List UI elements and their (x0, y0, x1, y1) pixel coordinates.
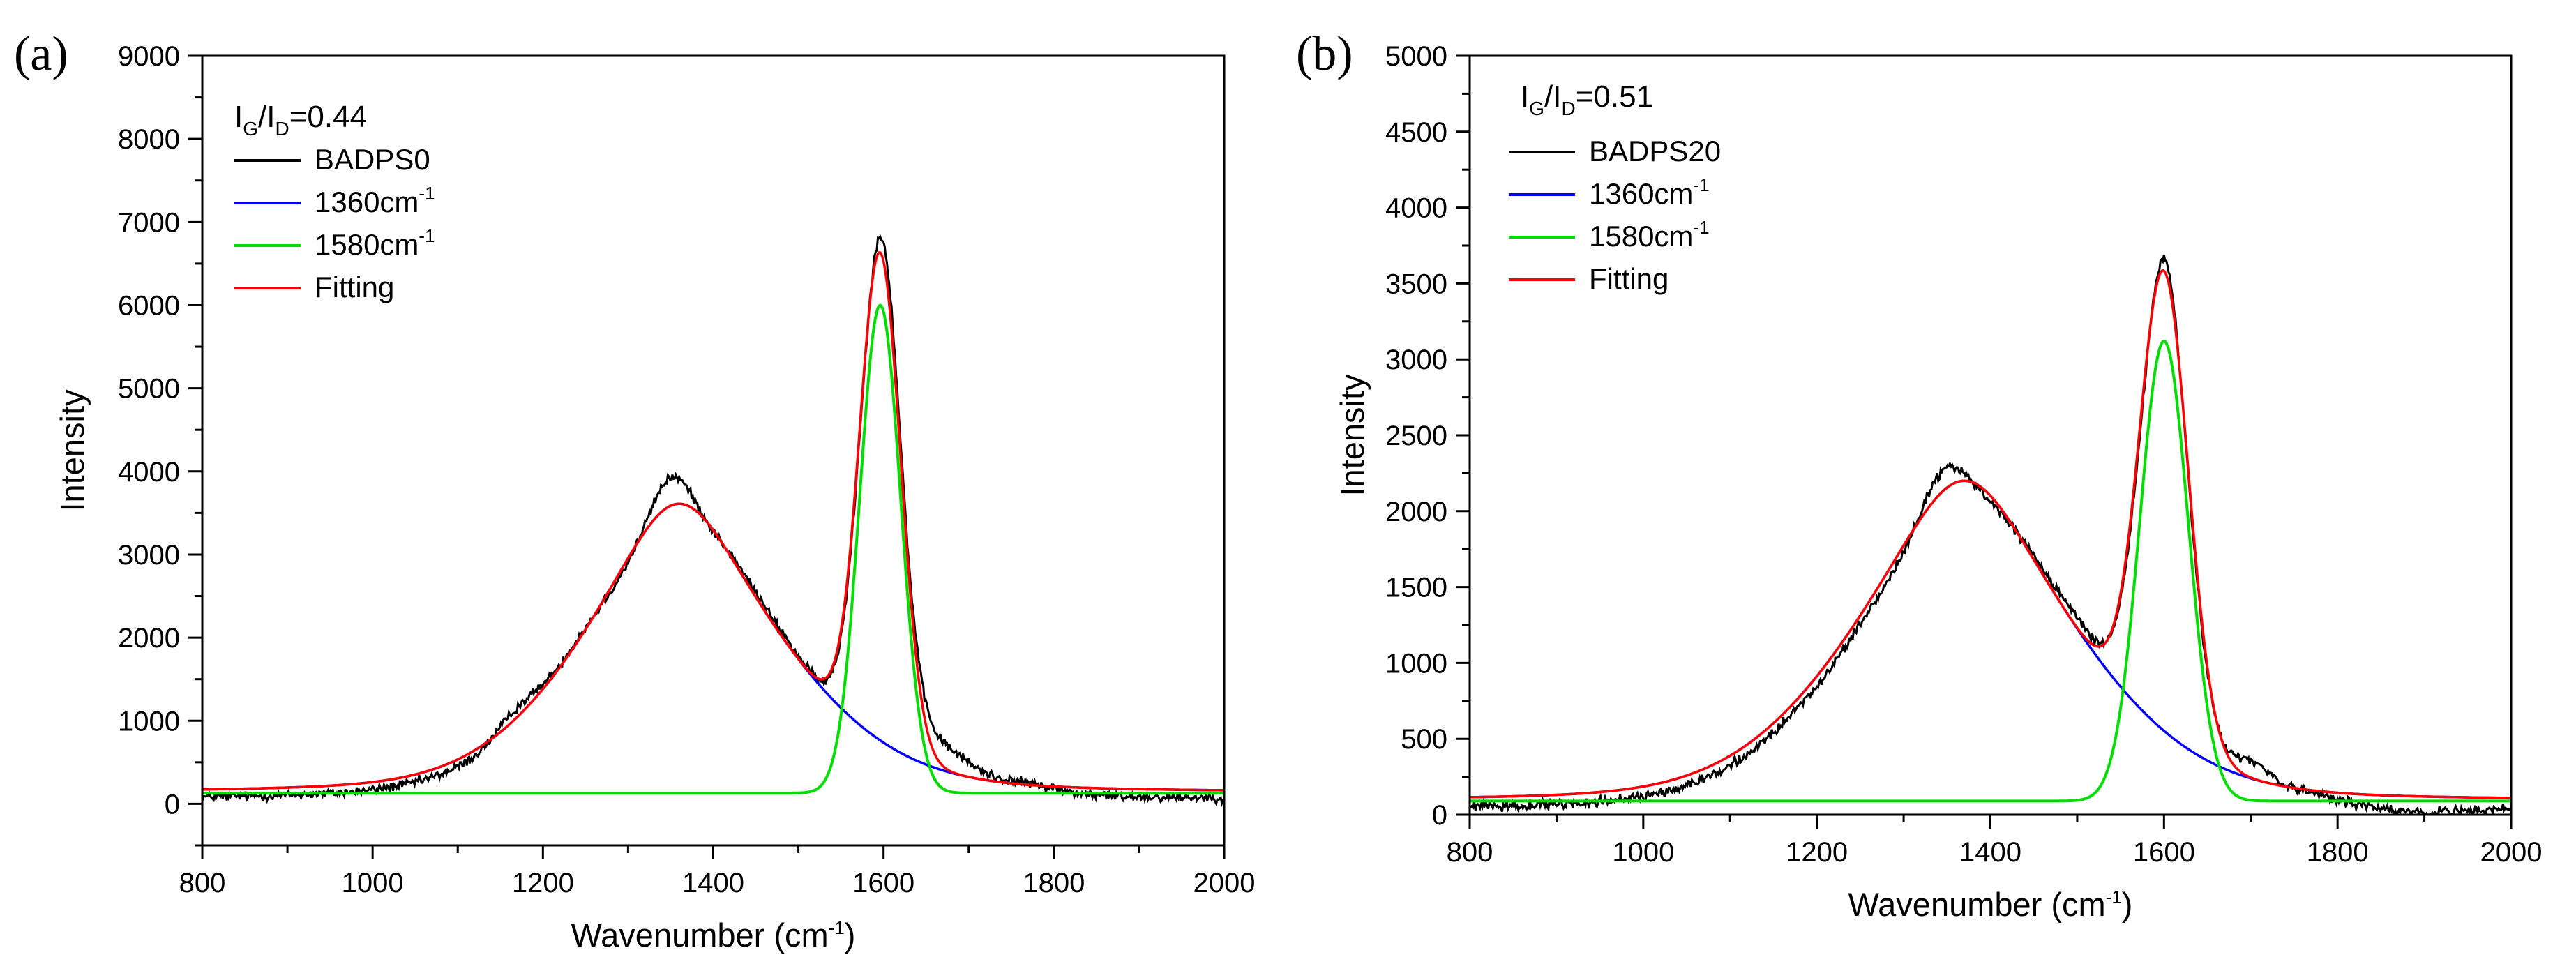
plot-curves (1470, 254, 2511, 815)
ratio-subscript-g: G (1529, 98, 1544, 119)
panel-a: (a) 800 1000 1200 1400 1600 1800 2000 0 1000 2000 3… (14, 27, 1255, 954)
y-tick-label: 4000 (118, 457, 180, 488)
legend-entry-name: Fitting (315, 271, 394, 303)
panel-label: (b) (1296, 27, 1353, 81)
ratio-subscript-g: G (243, 118, 258, 140)
y-tick-label: 1500 (1385, 573, 1447, 603)
legend-entry-name: 1360cm (315, 186, 419, 218)
x-tick-label: 1200 (512, 868, 574, 898)
d-band-fit-line (202, 502, 1224, 792)
y-tick-label: 0 (1432, 800, 1447, 831)
legend-entry: 1580cm-1 (315, 225, 435, 261)
legend-entry: 1360cm-1 (1589, 174, 1710, 210)
raw-spectrum-line (202, 234, 1224, 808)
legend-entry-superscript: -1 (419, 225, 435, 246)
legend-entry-name: BADPS20 (1589, 135, 1721, 167)
y-tick-label: 2000 (118, 623, 180, 654)
d-band-fit-line (1470, 479, 2511, 799)
x-axis-title-close: ) (2122, 886, 2133, 923)
ig-id-ratio-annotation: IG/ID=0.44 (234, 100, 367, 140)
y-axis-title: Intensity (1334, 374, 1371, 497)
ratio-i: I (1521, 80, 1529, 114)
y-tick-label: 9000 (118, 41, 180, 72)
x-tick-label: 2000 (1193, 868, 1256, 898)
legend-entry: Fitting (1589, 262, 1669, 295)
g-band-fit-line (202, 303, 1224, 794)
x-tick-label: 1400 (1959, 837, 2021, 868)
y-tick-label: 500 (1401, 724, 1447, 755)
ratio-slash-i: /I (258, 100, 275, 134)
ratio-value: =0.44 (289, 100, 367, 134)
x-axis-title-text: Wavenumber (cm (1848, 886, 2106, 923)
legend-entry: 1360cm-1 (315, 183, 435, 218)
panel-label: (a) (14, 27, 68, 81)
x-tick-label: 1600 (852, 868, 914, 898)
legend-entry: BADPS0 (315, 143, 430, 176)
y-tick-label: 7000 (118, 207, 180, 238)
total-fitting-line (202, 251, 1224, 792)
ratio-i: I (234, 100, 243, 134)
y-tick-label: 3000 (1385, 345, 1447, 375)
legend-entry: BADPS20 (1589, 135, 1721, 167)
g-band-fit-line (1470, 339, 2511, 803)
ratio-subscript-d: D (1561, 98, 1575, 119)
x-tick-label: 2000 (2480, 837, 2543, 868)
legend-entry-name: 1580cm (1589, 220, 1693, 253)
x-axis-title: Wavenumber (cm-1) (1848, 886, 2133, 923)
x-axis-title-superscript: -1 (2106, 887, 2122, 907)
x-tick-label: 1800 (2307, 837, 2369, 868)
legend-entry-superscript: -1 (1693, 174, 1709, 195)
raw-spectrum-line (1470, 254, 2511, 815)
ratio-value: =0.51 (1576, 80, 1653, 114)
panel-b: (b) 800 1000 1200 1400 1600 1800 2000 0 500 1000 15… (1296, 27, 2542, 923)
y-tick-label: 3000 (118, 540, 180, 571)
x-tick-label: 1600 (2133, 837, 2195, 868)
y-tick-label: 3500 (1385, 269, 1447, 299)
y-tick-label: 5000 (1385, 41, 1447, 72)
x-axis-title-close: ) (845, 917, 856, 954)
ig-id-ratio-annotation: IG/ID=0.51 (1521, 80, 1653, 119)
legend-entry-superscript: -1 (1693, 217, 1709, 238)
legend-entry-name: Fitting (1589, 262, 1669, 295)
x-tick-label: 1800 (1023, 868, 1085, 898)
x-tick-label: 1000 (1612, 837, 1674, 868)
y-axis-title: Intensity (54, 389, 91, 512)
y-tick-label: 5000 (118, 374, 180, 405)
plot-frame (1468, 54, 2513, 816)
x-tick-label: 800 (179, 868, 226, 898)
plot-curves (202, 234, 1224, 808)
x-tick-label: 1400 (682, 868, 744, 898)
legend-entry: 1580cm-1 (1589, 217, 1710, 253)
x-axis-title-superscript: -1 (829, 917, 845, 938)
x-tick-label: 1200 (1786, 837, 1848, 868)
legend-entry-name: BADPS0 (315, 143, 430, 176)
y-tick-label: 4500 (1385, 117, 1447, 148)
y-tick-label: 2000 (1385, 497, 1447, 527)
ratio-slash-i: /I (1544, 80, 1561, 114)
y-tick-label: 1000 (118, 706, 180, 737)
y-tick-label: 2500 (1385, 421, 1447, 451)
y-tick-label: 8000 (118, 124, 180, 155)
y-tick-label: 1000 (1385, 648, 1447, 679)
ratio-subscript-d: D (275, 118, 289, 140)
y-tick-label: 4000 (1385, 193, 1447, 224)
y-tick-label: 0 (165, 789, 180, 820)
x-axis-title-text: Wavenumber (cm (571, 917, 829, 954)
legend-entry-name: 1580cm (315, 228, 419, 261)
x-tick-label: 800 (1447, 837, 1493, 868)
x-axis-title: Wavenumber (cm-1) (571, 917, 856, 954)
x-tick-label: 1000 (342, 868, 404, 898)
legend-entry: Fitting (315, 271, 394, 303)
legend-entry-name: 1360cm (1589, 177, 1693, 210)
y-tick-label: 6000 (118, 290, 180, 321)
legend-entry-superscript: -1 (419, 183, 435, 204)
total-fitting-line (1470, 269, 2511, 799)
